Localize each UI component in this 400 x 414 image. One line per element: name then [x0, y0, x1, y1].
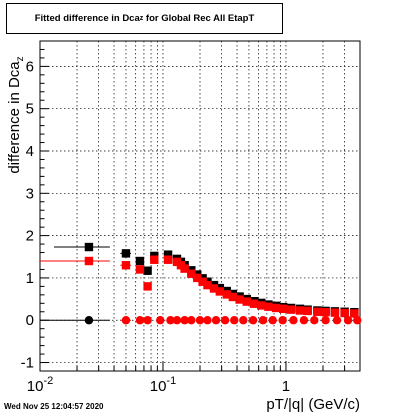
data-point-circle: [321, 316, 330, 325]
data-point-square: [121, 261, 131, 270]
data-point-square: [180, 264, 189, 273]
x-axis-label: pT/|q| (GeV/c): [266, 396, 360, 413]
timestamp: Wed Nov 25 12:04:57 2020: [4, 402, 104, 411]
data-point-square: [215, 287, 225, 296]
data-point-square: [193, 273, 202, 283]
data-point-circle: [211, 316, 221, 325]
x-tick-base: 10: [150, 378, 167, 395]
data-point-square: [198, 277, 207, 286]
data-point-circle: [258, 316, 268, 325]
x-tick-label: 10-1: [150, 375, 176, 395]
series-2: [40, 316, 110, 325]
y-tick-label: 4: [26, 143, 34, 160]
data-point-circle: [343, 316, 353, 325]
data-point-circle: [121, 316, 131, 325]
series-3: [120, 316, 362, 325]
data-point-circle: [248, 316, 258, 325]
data-point-circle: [180, 316, 189, 325]
data-point-square: [286, 305, 296, 314]
x-tick-base: 10: [27, 378, 44, 395]
data-point-circle: [353, 316, 362, 325]
data-point-square: [150, 255, 159, 264]
data-point-square: [340, 308, 349, 318]
data-point-circle: [84, 316, 94, 325]
data-point-circle: [195, 316, 205, 325]
data-point-square: [143, 266, 152, 275]
data-point-square: [187, 269, 196, 278]
data-point-circle: [187, 316, 196, 325]
data-point-square: [279, 304, 288, 314]
series-1: [40, 255, 359, 318]
data-point-circle: [166, 316, 175, 325]
y-tick-label: 1: [26, 270, 34, 287]
data-point-square: [321, 307, 330, 317]
data-point-square: [84, 242, 94, 252]
data-point-square: [264, 302, 273, 311]
data-point-square: [350, 309, 359, 318]
chart-title-sub: z: [139, 15, 144, 22]
chart-title-tail: for Global Rec All EtapT: [143, 13, 255, 24]
x-tick-exponent: -1: [166, 375, 176, 387]
data-point-square: [330, 308, 340, 317]
y-tick-label: 0: [26, 312, 34, 329]
data-point-circle: [239, 316, 248, 325]
y-tick-label: 3: [26, 185, 34, 202]
data-point-circle: [332, 316, 342, 325]
x-tick-exponent: -2: [43, 375, 53, 387]
x-tick-label: 10-2: [27, 375, 53, 395]
data-point-square: [257, 301, 266, 310]
data-point-circle: [299, 316, 309, 325]
data-point-square: [228, 292, 238, 302]
data-point-circle: [143, 316, 152, 325]
data-point-circle: [230, 316, 239, 325]
data-point-square: [313, 307, 322, 316]
data-point-square: [84, 256, 94, 266]
data-point-square: [135, 265, 145, 274]
data-point-circle: [289, 316, 298, 325]
data-point-square: [249, 299, 259, 308]
data-point-square: [135, 256, 145, 266]
chart-title: Fitted difference in Dca z for Global Rec…: [6, 3, 283, 34]
data-point-circle: [172, 316, 182, 325]
data-point-square: [222, 290, 231, 299]
data-point-square: [143, 282, 152, 291]
data-layer: [40, 242, 362, 325]
y-tick-label: 2: [26, 228, 34, 245]
y-axis-label-main: difference in Dca: [6, 61, 23, 174]
data-point-circle: [268, 316, 277, 325]
data-point-square: [271, 303, 281, 313]
data-point-square: [235, 295, 244, 304]
data-point-circle: [278, 316, 287, 325]
data-point-square: [121, 249, 131, 258]
x-tick-base: 1: [282, 378, 290, 395]
data-point-circle: [203, 316, 212, 325]
chart-title-main: Fitted difference in Dca: [34, 13, 140, 24]
data-point-circle: [156, 316, 165, 325]
data-point-square: [203, 280, 212, 290]
x-tick-label: 1: [282, 378, 290, 395]
y-tick-label: 6: [26, 58, 34, 75]
y-tick-label: -1: [21, 355, 34, 372]
data-point-square: [163, 250, 173, 259]
data-point-circle: [310, 316, 319, 325]
y-axis-label-sub: z: [15, 56, 26, 62]
data-point-square: [295, 306, 305, 315]
data-point-square: [163, 255, 173, 264]
data-point-circle: [220, 316, 230, 325]
data-point-circle: [135, 316, 145, 325]
data-point-square: [209, 284, 219, 293]
y-axis-label: difference in Dcaz: [6, 45, 26, 185]
data-point-square: [303, 306, 312, 316]
data-point-square: [242, 297, 251, 306]
y-tick-label: 5: [26, 101, 34, 118]
